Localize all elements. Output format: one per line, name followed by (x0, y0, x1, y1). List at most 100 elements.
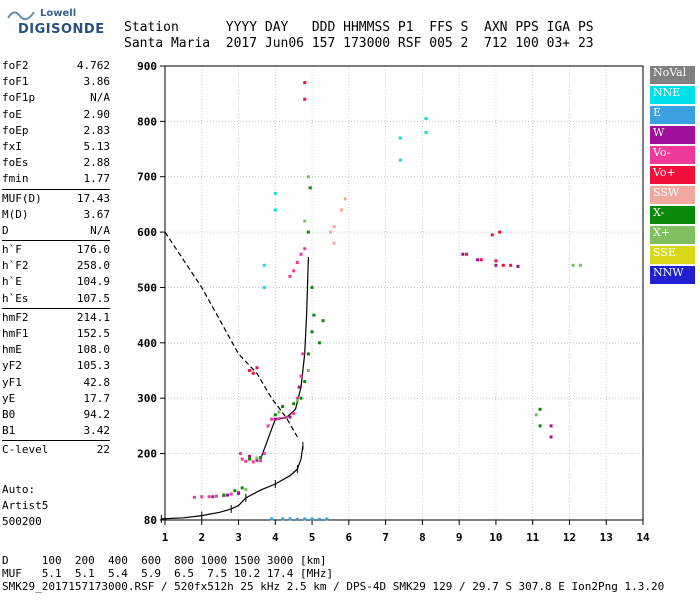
data-point-w (549, 424, 553, 428)
footer-distance-row: D 100 200 400 600 800 1000 1500 3000 [km… (2, 554, 327, 567)
data-point-w (248, 454, 252, 458)
param-name: hmF2 (2, 310, 29, 324)
param-row: foF1 3.86 (2, 74, 110, 90)
params-separator (2, 240, 110, 242)
data-point-x (538, 407, 542, 411)
data-point-w (226, 493, 230, 497)
y-tick-label: 600 (137, 226, 157, 239)
data-point-vo (240, 457, 244, 461)
data-point-ssw (332, 241, 336, 245)
param-value: 214.1 (76, 310, 110, 324)
param-name: B1 (2, 424, 16, 438)
data-point-e (325, 517, 329, 521)
data-point-vo (255, 366, 259, 370)
param-row: M(D) 3.67 (2, 207, 110, 223)
param-value: 22 (96, 443, 110, 457)
param-name: yF1 (2, 375, 22, 389)
chart-points (192, 81, 582, 521)
data-point-e (303, 517, 307, 521)
data-point-w (516, 264, 520, 268)
x-tick-label: 11 (526, 531, 540, 544)
param-row: fmin 1.77 (2, 171, 110, 187)
data-point-x (571, 263, 575, 267)
data-point-x (308, 186, 312, 190)
data-point-x (240, 486, 244, 490)
data-point-e (310, 517, 314, 521)
data-point-w (237, 491, 241, 495)
y-tick-label: 800 (137, 115, 157, 128)
param-name: foEp (2, 123, 29, 137)
param-value: 2.88 (83, 156, 111, 170)
param-value: 152.5 (76, 327, 110, 340)
data-point-w (273, 417, 277, 421)
param-value: 2.83 (83, 123, 111, 137)
data-point-x (277, 410, 281, 414)
param-value: 5.13 (83, 139, 111, 153)
x-axis-ticks: 1 2 3 4 5 6 7 8 9 10 11 12 13 14 (162, 520, 650, 544)
data-point-vo (288, 274, 292, 278)
logo-line2: DIGISONDE (18, 22, 105, 37)
data-point-vo (479, 258, 483, 262)
auto-code: 500200 (2, 515, 42, 528)
data-point-x (248, 457, 252, 461)
param-row: foE 2.90 (2, 107, 110, 123)
param-row: foF2 4.762 (2, 58, 110, 74)
header-field-names: Station YYYY DAY DDD HHMMSS P1 FFS S AXN… (124, 20, 594, 35)
data-point-x (255, 456, 259, 460)
param-value: 4.762 (76, 59, 110, 72)
x-tick-label: 2 (198, 531, 205, 544)
footer-info: D 100 200 400 600 800 1000 1500 3000 [km… (2, 554, 664, 593)
data-point-nne (262, 285, 266, 289)
data-point-nne (273, 208, 277, 212)
param-name: foE (2, 107, 22, 121)
data-point-vo (498, 230, 502, 234)
data-point-x (244, 488, 248, 492)
data-point-x (578, 263, 582, 267)
x-tick-label: 13 (600, 531, 613, 544)
param-row: B1 3.42 (2, 423, 110, 439)
color-legend: NoVal NNE E W Vo- Vo+ SSW X- X+ SSE NNW (650, 66, 695, 286)
param-row: foEs 2.88 (2, 155, 110, 171)
param-name: hmE (2, 343, 22, 357)
data-point-x (233, 489, 237, 493)
param-name: fmin (2, 172, 29, 186)
params-separator (2, 307, 110, 309)
data-point-e (288, 517, 292, 521)
data-point-x (321, 319, 325, 323)
x-tick-label: 4 (272, 531, 279, 544)
legend-item-vo: Vo+ (650, 166, 695, 184)
param-row: hmF1 152.5 (2, 326, 110, 342)
data-point-vo (270, 417, 274, 421)
param-name: yF2 (2, 359, 22, 373)
data-point-x (306, 175, 310, 179)
data-point-vo (266, 424, 270, 428)
data-point-nne (398, 136, 402, 140)
data-point-x (317, 341, 321, 345)
param-value: 3.67 (83, 207, 111, 221)
data-point-w (211, 495, 215, 499)
x-tick-label: 10 (489, 531, 502, 544)
param-value: 108.0 (76, 343, 110, 357)
y-tick-label: 900 (137, 60, 157, 73)
chart-grid (164, 65, 644, 521)
legend-item-noval: NoVal (650, 66, 695, 84)
y-tick-label: 300 (137, 392, 157, 405)
y-tick-label: 700 (137, 171, 157, 184)
data-point-vo (303, 247, 307, 251)
data-point-vo (295, 396, 299, 400)
param-row: h`F2 258.0 (2, 258, 110, 274)
data-point-vo (303, 97, 307, 101)
data-point-vo (303, 81, 307, 85)
param-value: 3.86 (83, 75, 111, 89)
data-point-w (476, 258, 480, 262)
data-point-x (222, 493, 226, 497)
param-name: fxI (2, 139, 22, 153)
data-point-vo (295, 261, 299, 265)
data-point-x (295, 398, 299, 402)
chart-curves (160, 231, 309, 523)
data-point-x (303, 219, 307, 223)
legend-item-sse: SSE (650, 246, 695, 264)
data-point-vo (229, 492, 233, 496)
x-tick-label: 7 (382, 531, 389, 544)
y-tick-label: 200 (137, 448, 157, 461)
